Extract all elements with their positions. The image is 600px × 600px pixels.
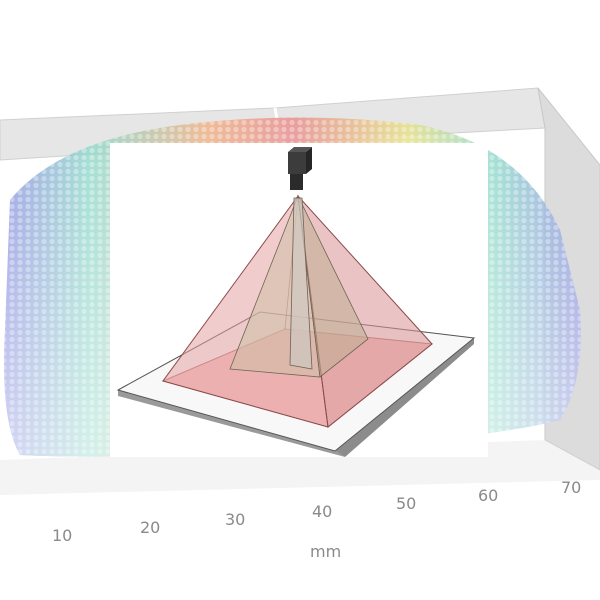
x-tick-label: 70 — [561, 478, 581, 497]
x-tick-label: 40 — [312, 502, 332, 521]
x-tick-label: 30 — [225, 510, 245, 529]
inner-pyramid-right — [297, 195, 369, 378]
camera-fov-diagram — [116, 147, 476, 457]
camera-icon — [288, 147, 312, 190]
base-plate-side-right — [335, 338, 474, 457]
base-plate-side — [118, 390, 345, 457]
x-tick-label: 20 — [140, 518, 160, 537]
center-beam — [289, 197, 313, 370]
x-tick-label: 60 — [478, 486, 498, 505]
x-tick-label: 10 — [52, 526, 72, 545]
x-axis: 10 20 30 40 50 60 70 mm — [52, 478, 581, 561]
x-axis-title: mm — [310, 542, 341, 561]
inset-diagram-panel — [110, 143, 488, 457]
x-tick-label: 50 — [396, 494, 416, 513]
